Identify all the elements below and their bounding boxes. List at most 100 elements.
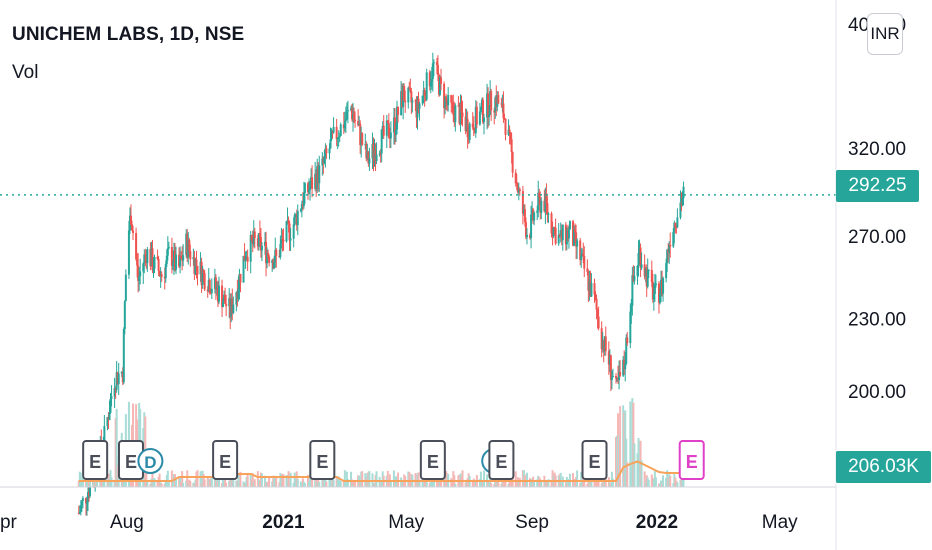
volume-bar	[352, 483, 355, 487]
volume-bar	[576, 470, 579, 487]
candle-body	[187, 239, 190, 258]
volume-bar	[458, 480, 461, 487]
volume-bar	[186, 470, 189, 487]
volume-bar	[653, 471, 656, 487]
currency-button[interactable]: INR	[867, 13, 903, 55]
candle-body	[89, 483, 92, 496]
volume-bar	[450, 478, 453, 487]
candle-body	[281, 239, 284, 241]
volume-bar	[389, 480, 392, 487]
volume-bar	[256, 471, 259, 487]
candle-body	[479, 107, 482, 112]
candle-body	[650, 269, 653, 283]
volume-bar	[316, 481, 319, 487]
candle-body	[489, 91, 492, 116]
candle-body	[564, 224, 567, 245]
candle-body	[299, 209, 302, 212]
candle-body	[536, 210, 539, 213]
volume-bar	[110, 477, 113, 487]
volume-bar	[300, 483, 303, 487]
candle-body	[474, 106, 477, 134]
volume-bar	[564, 481, 567, 487]
candle-body	[252, 231, 255, 245]
candle-body	[142, 263, 145, 272]
volume-bar	[679, 479, 682, 487]
earnings-marker[interactable]: E	[678, 440, 705, 480]
candle-body	[193, 257, 196, 275]
dividend-marker[interactable]: D	[137, 448, 164, 474]
volume-bar	[280, 474, 283, 487]
candle-body	[185, 233, 188, 256]
candle-body	[385, 120, 388, 136]
volume-bar	[251, 473, 254, 487]
volume-bar	[331, 479, 334, 487]
volume-bar	[193, 483, 196, 487]
volume-bar	[515, 480, 518, 487]
candle-body	[235, 292, 238, 305]
candle-body	[579, 240, 582, 261]
earnings-marker[interactable]: E	[212, 440, 239, 480]
event-markers: EEDEEEDEEE	[82, 440, 705, 480]
volume-bar	[365, 478, 368, 487]
candle-body	[550, 213, 553, 234]
volume-bar	[244, 482, 247, 487]
candle-body	[608, 355, 611, 365]
volume-bar	[607, 477, 610, 487]
candle-body	[501, 103, 504, 105]
svg-text:E: E	[427, 452, 439, 472]
earnings-marker[interactable]: E	[309, 440, 336, 480]
candle-body	[106, 417, 109, 427]
candle-body	[603, 336, 606, 352]
volume-bar	[646, 477, 649, 487]
volume-bar	[108, 478, 111, 487]
time-tick-label: May	[762, 512, 798, 533]
volume-bar	[432, 477, 435, 487]
volume-bar	[339, 481, 342, 487]
earnings-marker[interactable]: E	[82, 440, 109, 480]
candle-body	[682, 186, 685, 199]
candle-body	[282, 239, 285, 242]
candle-body	[293, 214, 296, 225]
candle-body	[460, 102, 463, 113]
candle-body	[208, 280, 211, 293]
candle-body	[636, 265, 639, 276]
candle-body	[172, 250, 175, 265]
candle-body	[616, 377, 619, 379]
symbol-title[interactable]: UNICHEM LABS, 1D, NSE	[12, 24, 245, 45]
volume-bar	[188, 479, 191, 487]
volume-bar	[657, 483, 660, 487]
volume-legend[interactable]: Vol	[12, 62, 39, 83]
candle-body	[321, 158, 324, 166]
svg-text:E: E	[495, 452, 507, 472]
candle-body	[287, 220, 290, 224]
volume-bar	[265, 482, 268, 487]
volume-bar	[673, 474, 676, 487]
candle-body	[238, 273, 241, 289]
candle-body	[163, 276, 166, 279]
candle-body	[538, 192, 541, 198]
time-tick-label: May	[388, 512, 424, 533]
earnings-marker[interactable]: E	[581, 440, 608, 480]
volume-bar	[249, 474, 252, 487]
earnings-marker[interactable]: E	[419, 440, 446, 480]
volume-bar	[640, 460, 643, 487]
candle-body	[566, 230, 569, 239]
candle-body	[422, 90, 425, 96]
earnings-marker[interactable]: E	[488, 440, 515, 480]
candle-body	[473, 130, 476, 134]
volume-bar	[187, 483, 190, 487]
candle-body	[659, 293, 661, 303]
volume-bar	[538, 477, 541, 487]
candle-body	[237, 288, 240, 299]
volume-bar	[202, 474, 205, 487]
candle-body	[229, 298, 232, 318]
volume-bar	[209, 478, 212, 487]
candle-body	[502, 103, 505, 119]
volume-bar	[472, 478, 475, 487]
candle-body	[589, 280, 592, 297]
volume-bar	[372, 483, 375, 487]
volume-bar	[114, 418, 117, 487]
candle-body	[547, 213, 550, 215]
volume-bar	[623, 412, 626, 487]
